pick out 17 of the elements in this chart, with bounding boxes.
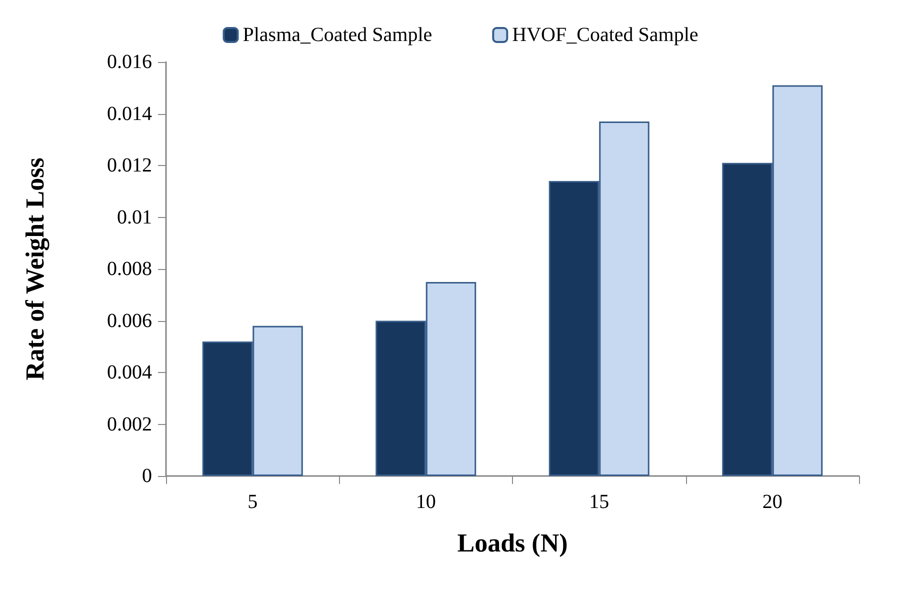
x-tick-label: 20 [762, 491, 782, 513]
x-tick-label: 15 [589, 491, 610, 513]
y-tick-label: 0.014 [107, 102, 152, 125]
x-tick-label: 5 [248, 491, 258, 513]
y-axis-title: Rate of Weight Loss [20, 158, 50, 380]
y-tick-label: 0 [142, 465, 152, 487]
y-tick-label: 0.006 [107, 310, 152, 332]
y-tick-label: 0.012 [107, 154, 152, 176]
y-tick-label: 0.008 [107, 258, 152, 280]
y-tick-label: 0.004 [107, 362, 152, 384]
legend-label: Plasma_Coated Sample [242, 24, 432, 46]
y-tick-label: 0.002 [107, 413, 152, 436]
legend-label: HVOF_Coated Sample [512, 24, 698, 46]
y-tick-label: 0.016 [107, 51, 152, 73]
x-tick-label: 10 [416, 491, 436, 513]
x-axis-title: Loads (N) [457, 528, 568, 558]
y-tick-label: 0.01 [117, 206, 152, 228]
